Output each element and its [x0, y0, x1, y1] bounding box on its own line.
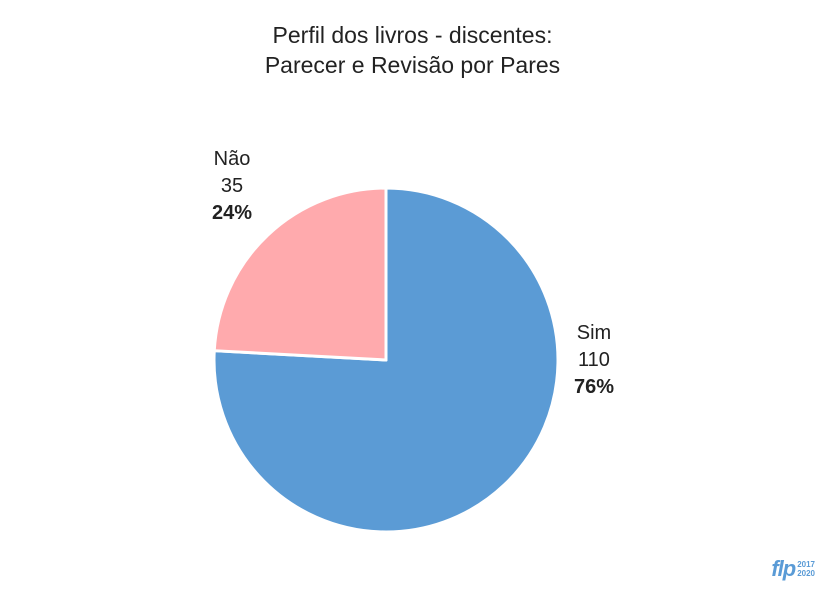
flp-logo: flp 2017 2020: [771, 556, 815, 582]
slice-label-sim-value: 110: [578, 349, 610, 371]
chart-title: Perfil dos livros - discentes: Parecer e…: [0, 20, 825, 80]
flp-logo-year-start: 2017: [797, 560, 815, 569]
chart-title-line-2: Parecer e Revisão por Pares: [264, 52, 561, 78]
slice-label-sim-name: Sim: [576, 322, 612, 344]
flp-logo-year-end: 2020: [797, 569, 815, 578]
chart-title-line-1: Perfil dos livros - discentes:: [272, 22, 553, 48]
slice-label-sim-percent: 76%: [573, 376, 615, 398]
slice-label-nao-name: Não: [213, 148, 251, 170]
slice-label-nao-value: 35: [220, 175, 244, 197]
pie-slice-nao: [212, 186, 388, 362]
slice-label-sim: Sim 110 76%: [549, 320, 639, 401]
flp-logo-mark: flp: [771, 556, 796, 581]
slice-label-nao: Não 35 24%: [187, 146, 277, 227]
slice-label-nao-percent: 24%: [211, 202, 253, 224]
flp-logo-years: 2017 2020: [797, 560, 815, 578]
